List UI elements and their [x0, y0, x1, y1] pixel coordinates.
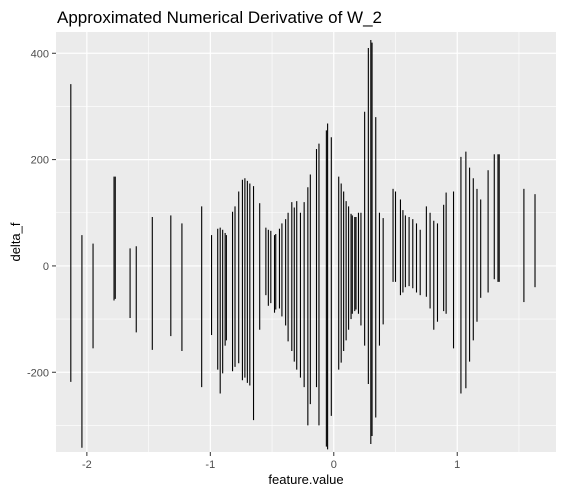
x-axis: -2 -1 0 1 [82, 452, 460, 471]
data-segments [70, 39, 536, 450]
x-axis-label: feature.value [268, 472, 343, 487]
y-tick-label: 200 [31, 155, 49, 167]
y-tick-label: -200 [27, 367, 49, 379]
y-tick-label: 400 [31, 48, 49, 60]
x-tick-label: -1 [205, 459, 215, 471]
x-tick-label: -2 [82, 459, 92, 471]
x-tick-label: 0 [331, 459, 337, 471]
x-tick-label: 1 [454, 459, 460, 471]
plot-panel [56, 32, 556, 452]
gridlines [56, 32, 556, 452]
y-axis-label: delta_f [8, 222, 23, 261]
chart-title: Approximated Numerical Derivative of W_2 [57, 8, 382, 27]
y-axis: -200 0 200 400 [27, 48, 56, 379]
y-tick-label: 0 [43, 261, 49, 273]
